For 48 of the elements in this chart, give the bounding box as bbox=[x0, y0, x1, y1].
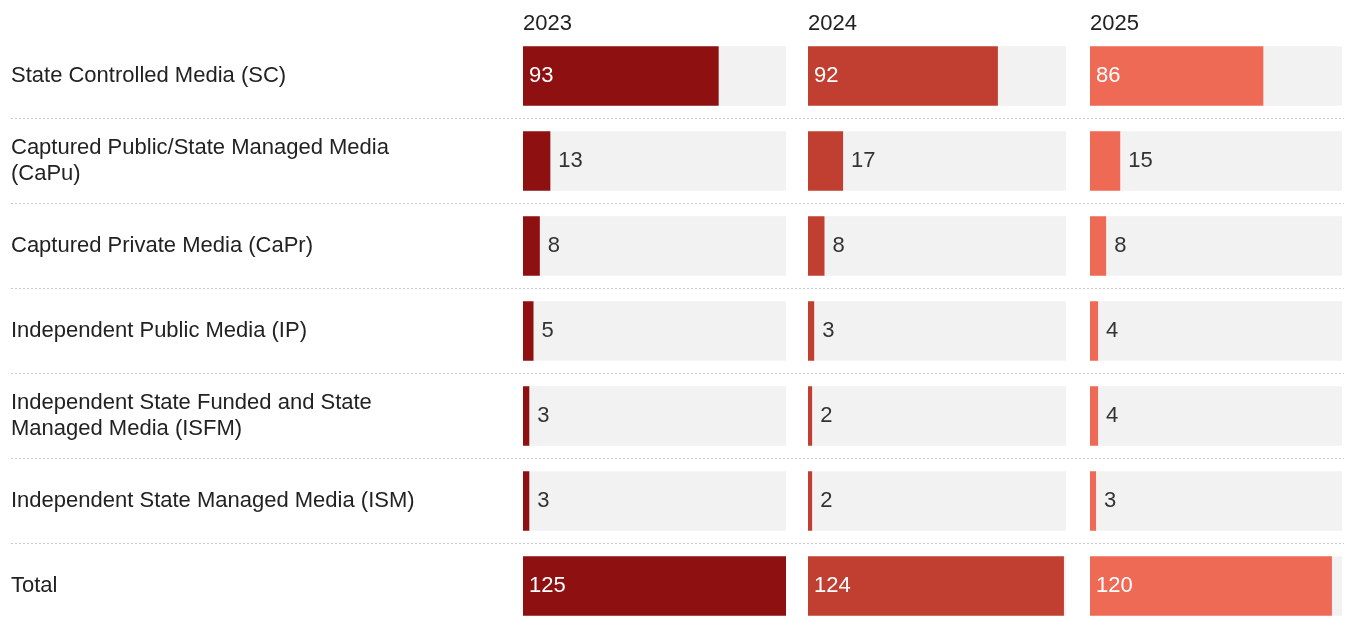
data-label: 3 bbox=[1104, 486, 1117, 512]
chart-title: 2024 bbox=[808, 10, 857, 35]
bar bbox=[1090, 131, 1121, 191]
data-label: 8 bbox=[547, 231, 561, 257]
bar bbox=[523, 216, 540, 276]
data-label: 3 bbox=[822, 316, 835, 342]
data-label: 3 bbox=[537, 486, 550, 512]
bar bbox=[523, 556, 786, 616]
data-label: 17 bbox=[851, 146, 876, 172]
data-label: 8 bbox=[832, 231, 845, 257]
data-label: 15 bbox=[1128, 146, 1153, 172]
bar bbox=[1090, 301, 1099, 361]
bar bbox=[808, 131, 844, 191]
bar bbox=[1090, 386, 1099, 446]
data-label: 93 bbox=[529, 61, 554, 87]
data-label: 8 bbox=[1114, 231, 1127, 257]
data-label: 92 bbox=[814, 61, 839, 87]
data-label: 4 bbox=[1106, 401, 1119, 427]
bar bbox=[808, 556, 1064, 616]
y-tick-label: Captured Public/State Managed Media (CaPu) bbox=[11, 133, 390, 185]
chart-title: 2023 bbox=[523, 10, 572, 35]
data-label: 5 bbox=[541, 316, 554, 342]
bar bbox=[1090, 216, 1107, 276]
data-label: 124 bbox=[814, 571, 851, 597]
y-tick-label: Independent State Funded and State Managed Media (ISFM) bbox=[11, 388, 372, 440]
bar bbox=[523, 131, 551, 191]
y-tick-label: Independent Public Media (IP) bbox=[11, 316, 307, 342]
bar bbox=[523, 386, 530, 446]
data-label: 2 bbox=[820, 486, 833, 512]
y-tick-label: State Controlled Media (SC) bbox=[11, 61, 287, 87]
data-label: 3 bbox=[537, 401, 550, 427]
bar bbox=[808, 386, 813, 446]
data-label: 86 bbox=[1096, 61, 1121, 87]
data-label: 13 bbox=[558, 146, 583, 172]
bar bbox=[808, 471, 813, 531]
bar bbox=[808, 301, 815, 361]
bar bbox=[523, 471, 530, 531]
data-label: 4 bbox=[1106, 316, 1119, 342]
bar bbox=[808, 216, 825, 276]
data-label: 125 bbox=[529, 571, 566, 597]
chart-title: 2025 bbox=[1090, 10, 1139, 35]
data-label: 2 bbox=[820, 401, 833, 427]
y-tick-label: Independent State Managed Media (ISM) bbox=[11, 486, 415, 512]
y-tick-label: Captured Private Media (CaPr) bbox=[11, 231, 314, 257]
bar bbox=[1090, 471, 1097, 531]
bar bbox=[523, 301, 534, 361]
data-label: 120 bbox=[1096, 571, 1133, 597]
y-tick-label: Total bbox=[11, 571, 58, 597]
